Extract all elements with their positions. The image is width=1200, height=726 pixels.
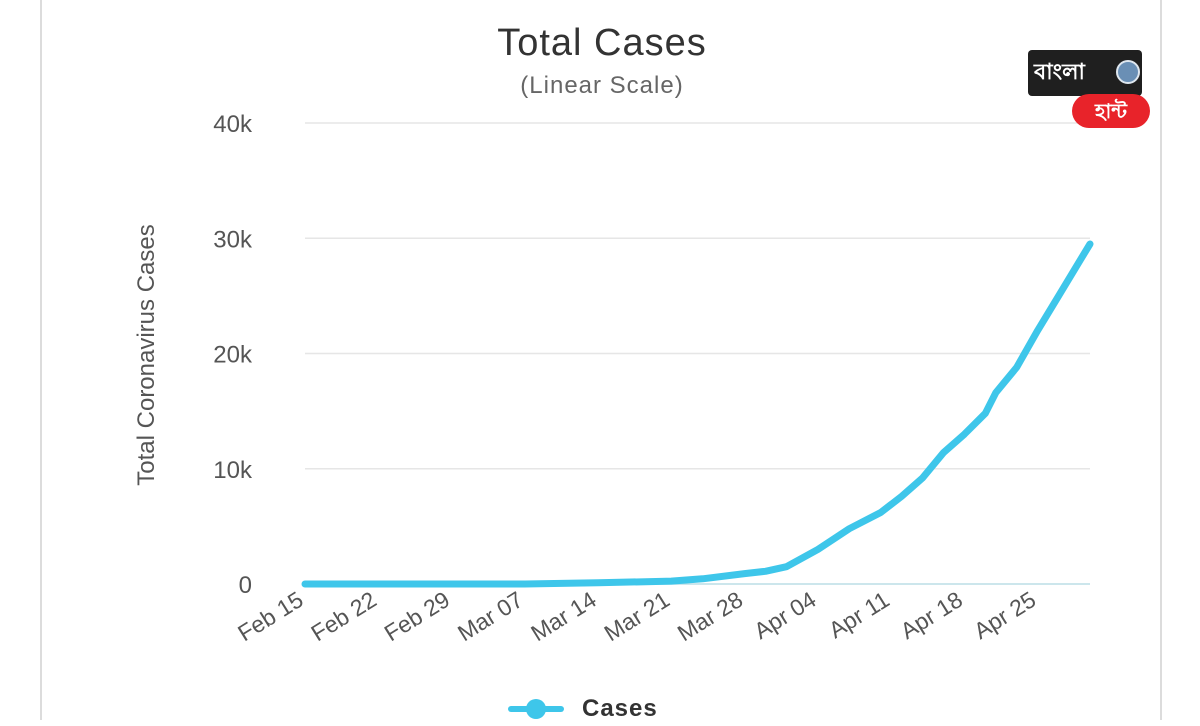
globe-icon [1116,60,1140,84]
x-tick-label: Mar 07 [453,586,527,646]
y-tick-label: 40k [213,111,253,138]
watermark-logo: বাংলা হান্ট [1028,46,1152,136]
watermark-logo-main: বাংলা [1028,50,1142,96]
watermark-logo-pill: হান্ট [1072,94,1150,128]
y-tick-label: 30k [213,226,253,253]
chart-subtitle: (Linear Scale) [520,72,684,99]
x-tick-label: Apr 25 [969,586,1040,644]
legend-swatch [508,699,564,719]
x-tick-label: Mar 21 [599,586,673,646]
x-tick-label: Apr 11 [824,586,894,643]
x-tick-label: Mar 28 [673,586,747,646]
x-tick-label: Feb 22 [306,586,381,646]
x-tick-label: Feb 29 [380,586,455,646]
chart-title: Total Cases [497,22,707,64]
frame-left-border [40,0,42,720]
x-tick-label: Mar 14 [526,586,601,646]
y-tick-label: 10k [213,457,253,484]
series-line-cases [301,240,1094,588]
frame-right-border [1160,0,1162,720]
legend-label: Cases [582,695,658,722]
x-tick-label: Apr 18 [896,586,967,644]
y-tick-label: 20k [213,342,253,369]
legend[interactable]: Cases [508,692,658,726]
y-tick-label: 0 [239,572,252,599]
x-tick-label: Apr 04 [749,586,820,644]
